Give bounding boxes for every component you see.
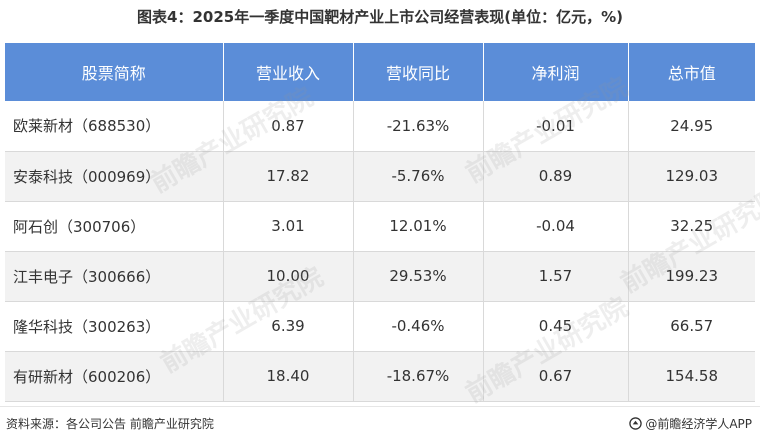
footer-divider [0, 406, 760, 407]
cell-market-cap: 66.57 [628, 301, 755, 352]
cell-net-profit: -0.04 [483, 201, 629, 252]
column-header-net-profit: 净利润 [483, 43, 629, 101]
source-note: 资料来源：各公司公告 前瞻产业研究院 [6, 417, 214, 431]
column-header-market-cap: 总市值 [628, 43, 755, 101]
cell-stock-name: 隆华科技（300263） [5, 301, 224, 352]
cell-revenue-yoy: 12.01% [353, 201, 484, 252]
cell-stock-name: 阿石创（300706） [5, 201, 224, 252]
cell-stock-name: 有研新材（600206） [5, 351, 224, 402]
cell-net-profit: 0.45 [483, 301, 629, 352]
table-row: 有研新材（600206） 18.40 -18.67% 0.67 154.58 [5, 351, 755, 402]
brand-credit: @前瞻经济学人APP [629, 415, 752, 432]
cell-market-cap: 129.03 [628, 151, 755, 202]
cell-stock-name: 欧莱新材（688530） [5, 101, 224, 152]
brand-text: @前瞻经济学人APP [645, 417, 752, 431]
brand-logo-icon [629, 417, 643, 430]
chart-title: 图表4：2025年一季度中国靶材产业上市公司经营表现(单位：亿元，%) [137, 8, 623, 26]
cell-revenue-yoy: -0.46% [353, 301, 484, 352]
table-row: 欧莱新材（688530） 0.87 -21.63% -0.01 24.95 [5, 101, 755, 152]
cell-net-profit: 0.89 [483, 151, 629, 202]
cell-net-profit: -0.01 [483, 101, 629, 152]
footer: 资料来源：各公司公告 前瞻产业研究院 @前瞻经济学人APP [0, 410, 760, 444]
table-row: 隆华科技（300263） 6.39 -0.46% 0.45 66.57 [5, 301, 755, 352]
table-header-row: 股票简称 营业收入 营收同比 净利润 总市值 [5, 43, 755, 101]
cell-revenue: 10.00 [223, 251, 354, 302]
cell-market-cap: 24.95 [628, 101, 755, 152]
column-header-revenue-yoy: 营收同比 [353, 43, 484, 101]
table-row: 安泰科技（000969） 17.82 -5.76% 0.89 129.03 [5, 151, 755, 202]
table-row: 江丰电子（300666） 10.00 29.53% 1.57 199.23 [5, 251, 755, 302]
column-header-stock-name: 股票简称 [5, 43, 224, 101]
cell-market-cap: 199.23 [628, 251, 755, 302]
cell-revenue: 0.87 [223, 101, 354, 152]
cell-stock-name: 江丰电子（300666） [5, 251, 224, 302]
cell-revenue-yoy: -5.76% [353, 151, 484, 202]
company-performance-table: 股票简称 营业收入 营收同比 净利润 总市值 欧莱新材（688530） 0.87… [5, 43, 755, 402]
cell-revenue-yoy: 29.53% [353, 251, 484, 302]
cell-market-cap: 154.58 [628, 351, 755, 402]
cell-revenue: 17.82 [223, 151, 354, 202]
cell-revenue: 6.39 [223, 301, 354, 352]
cell-revenue: 18.40 [223, 351, 354, 402]
cell-market-cap: 32.25 [628, 201, 755, 252]
cell-stock-name: 安泰科技（000969） [5, 151, 224, 202]
column-header-revenue: 营业收入 [223, 43, 354, 101]
cell-net-profit: 0.67 [483, 351, 629, 402]
cell-revenue: 3.01 [223, 201, 354, 252]
cell-net-profit: 1.57 [483, 251, 629, 302]
cell-revenue-yoy: -18.67% [353, 351, 484, 402]
cell-revenue-yoy: -21.63% [353, 101, 484, 152]
table-row: 阿石创（300706） 3.01 12.01% -0.04 32.25 [5, 201, 755, 252]
